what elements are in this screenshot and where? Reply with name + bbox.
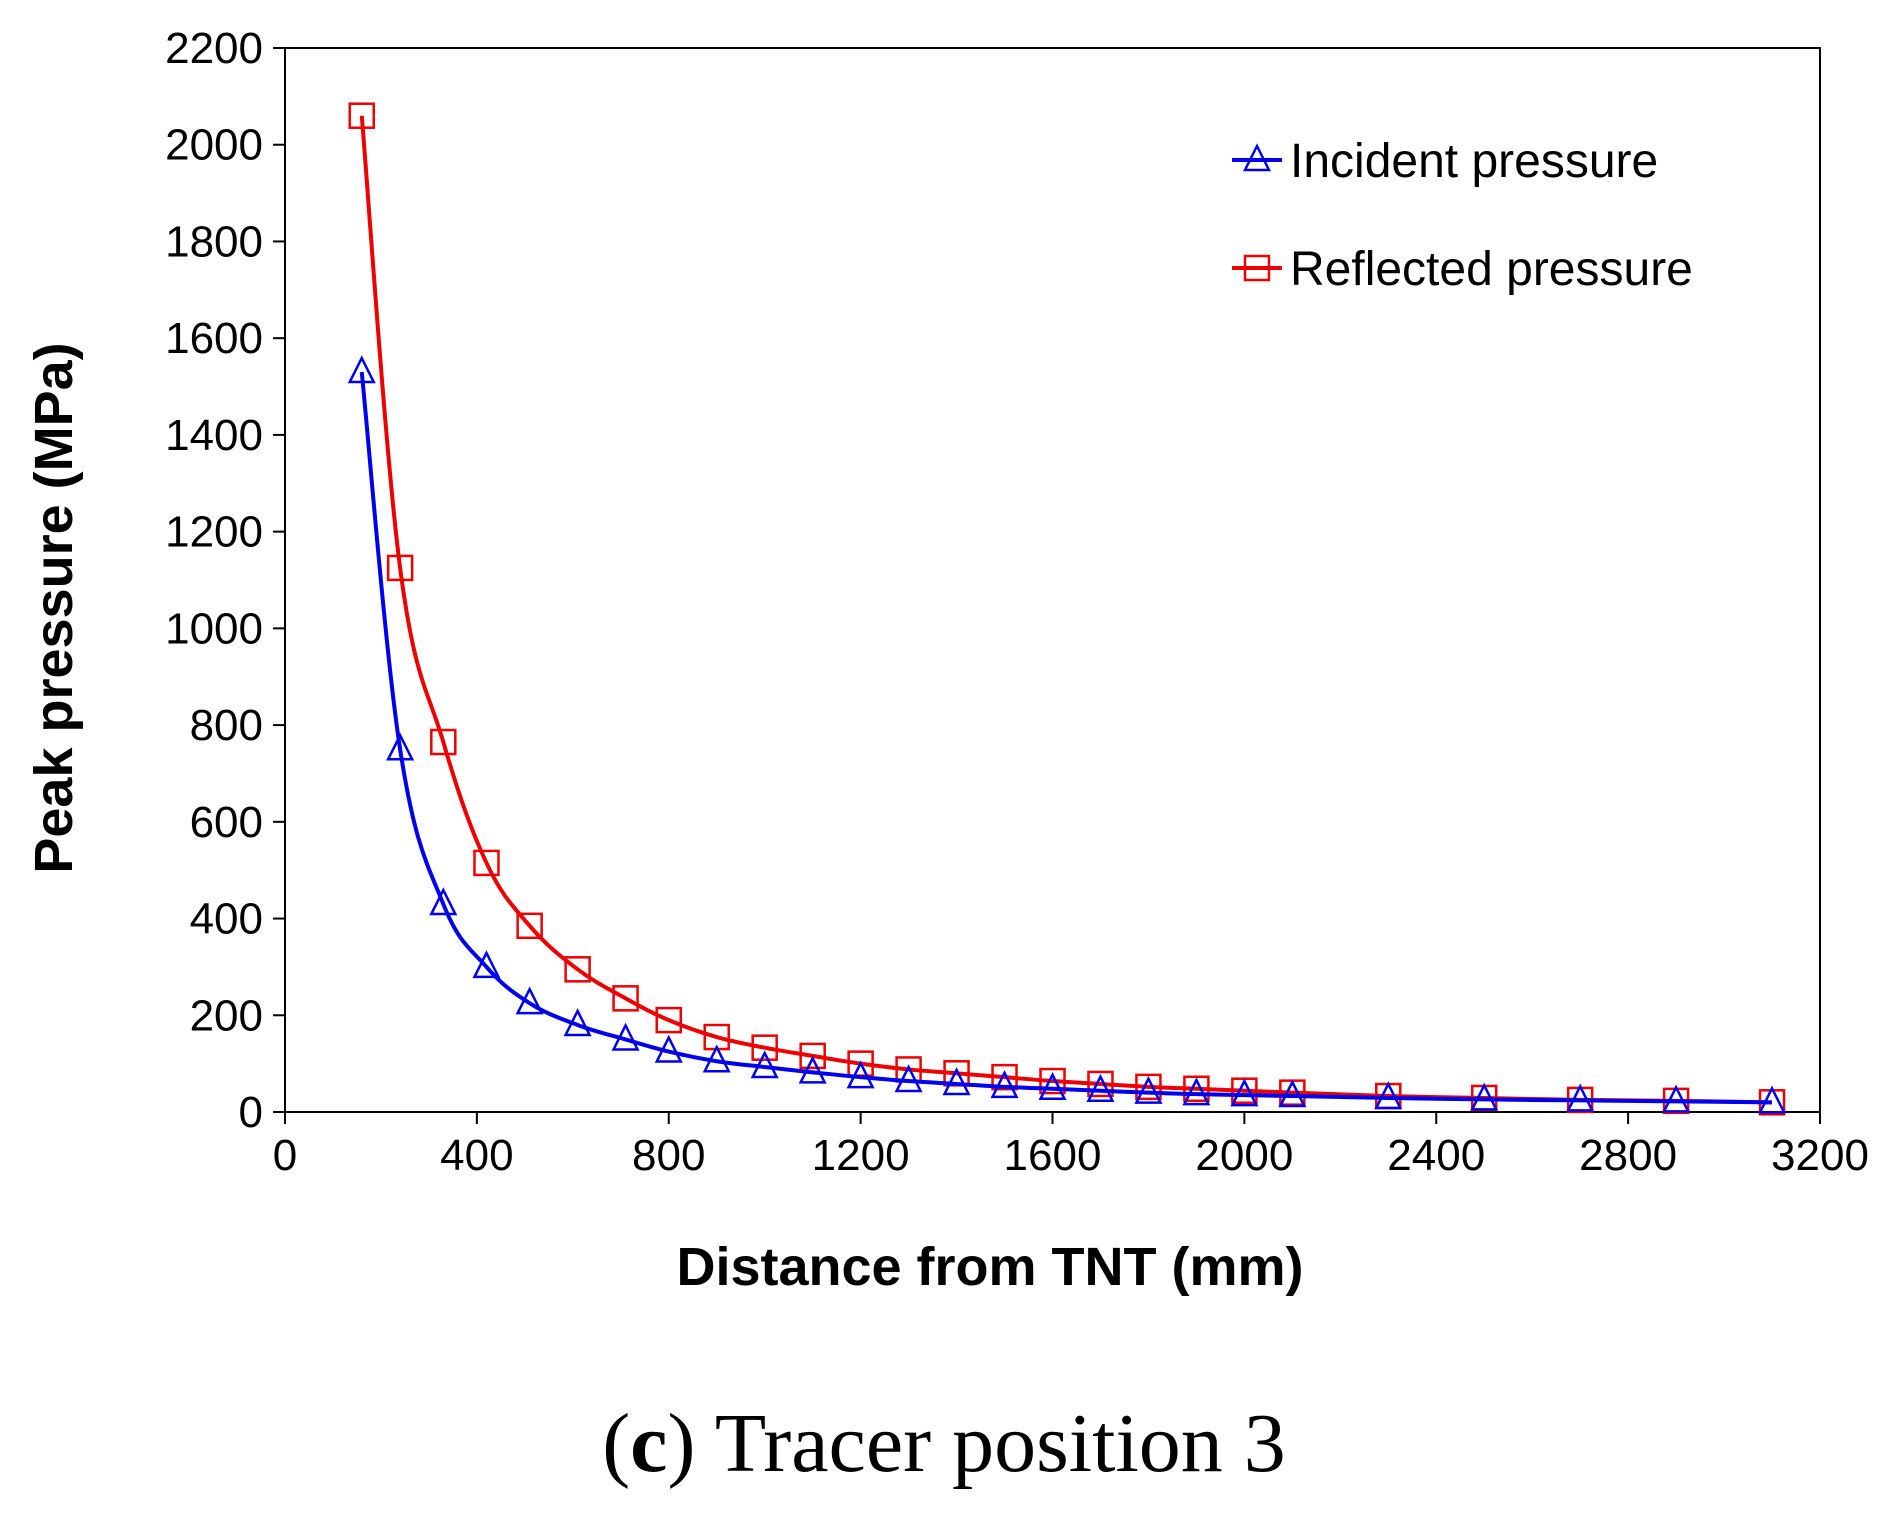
- x-tick-label: 2400: [1387, 1131, 1485, 1180]
- incident-pressure-point: [386, 732, 415, 761]
- incident-pressure-point: [347, 355, 376, 384]
- y-tick-label: 600: [190, 798, 263, 847]
- incident-pressure-point: [942, 1067, 971, 1096]
- incident-pressure-point: [1182, 1077, 1211, 1106]
- y-tick-label: 1200: [165, 508, 263, 557]
- reflected-pressure-point: [1087, 1070, 1114, 1098]
- x-tick-label: 1600: [1004, 1131, 1102, 1180]
- pressure-chart: 0 400 800 1200 1600 2000 2400 2800 3200 0 200 400 6…: [24, 24, 1869, 1297]
- plot-frame: [284, 47, 1821, 1113]
- incident-pressure-point: [472, 950, 501, 979]
- y-tick-label: 200: [190, 991, 263, 1040]
- incident-pressure-point: [1662, 1084, 1691, 1113]
- x-tick-label: 2800: [1579, 1131, 1677, 1180]
- y-tick-label: 400: [190, 895, 263, 944]
- plot-area: [284, 47, 1821, 1113]
- reflected-pressure-legend-marker: [1243, 254, 1271, 282]
- x-tick-label: 2000: [1195, 1131, 1293, 1180]
- incident-pressure-point: [798, 1055, 827, 1084]
- incident-pressure-point: [429, 887, 458, 916]
- caption-letter: c: [630, 1397, 668, 1490]
- incident-pressure-series: [347, 355, 1787, 1114]
- x-axis-title: Distance from TNT (mm): [676, 1237, 1303, 1297]
- y-tick-label: 2000: [165, 121, 263, 170]
- y-tick-label: 1000: [165, 604, 263, 653]
- incident-pressure-point: [702, 1044, 731, 1073]
- y-tick-label: 1800: [165, 217, 263, 266]
- y-tick-label: 1600: [165, 314, 263, 363]
- incident-pressure-point: [894, 1064, 923, 1093]
- y-axis-title: Peak pressure (MPa): [24, 342, 84, 873]
- reflected-pressure-point: [799, 1042, 826, 1070]
- reflected-pressure-legend-label: Reflected pressure: [1290, 243, 1693, 296]
- incident-pressure-point: [846, 1060, 875, 1089]
- incident-pressure-point: [515, 986, 544, 1015]
- x-tick-label: 3200: [1771, 1131, 1869, 1180]
- x-tick-label: 0: [273, 1131, 297, 1180]
- reflected-pressure-point: [1135, 1073, 1162, 1101]
- reflected-pressure-point: [430, 728, 457, 756]
- reflected-pressure-point: [386, 554, 414, 582]
- y-axis-ticks: 0 200 400 600 800 1000 1200 1400 1600 1800 2000 220…: [165, 24, 285, 1137]
- x-tick-label: 400: [440, 1131, 513, 1180]
- reflected-pressure-point: [1039, 1067, 1066, 1095]
- incident-pressure-point: [750, 1050, 779, 1079]
- incident-pressure-point: [654, 1034, 683, 1063]
- y-tick-label: 0: [239, 1088, 263, 1137]
- incident-pressure-point: [1470, 1082, 1499, 1111]
- incident-pressure-point: [611, 1022, 640, 1051]
- reflected-pressure-point: [655, 1006, 682, 1034]
- x-tick-label: 800: [632, 1131, 705, 1180]
- incident-pressure-point: [1134, 1075, 1163, 1104]
- incident-pressure-point: [1086, 1073, 1115, 1102]
- reflected-pressure-point: [612, 985, 639, 1012]
- incident-pressure-point: [1038, 1071, 1067, 1101]
- reflected-pressure-point: [564, 956, 591, 983]
- reflected-pressure-point: [516, 912, 543, 940]
- data-series: [347, 102, 1787, 1116]
- y-tick-label: 2200: [165, 24, 263, 73]
- incident-pressure-legend-marker: [1242, 143, 1272, 172]
- incident-pressure-point: [1758, 1085, 1787, 1114]
- y-tick-label: 1400: [165, 411, 263, 460]
- reflected-pressure-point: [473, 849, 500, 877]
- incident-pressure-point: [1278, 1079, 1307, 1108]
- legend: Incident pressure Reflected pressure: [1232, 135, 1693, 296]
- incident-pressure-point: [990, 1070, 1019, 1099]
- x-tick-label: 1200: [812, 1131, 910, 1180]
- caption-text: Tracer position 3: [695, 1397, 1286, 1490]
- reflected-pressure-point: [751, 1034, 778, 1061]
- incident-pressure-point: [1374, 1081, 1403, 1110]
- incident-pressure-line: [359, 371, 1773, 1105]
- incident-pressure-point: [563, 1008, 592, 1037]
- incident-pressure-legend-label: Incident pressure: [1290, 135, 1658, 188]
- x-axis-ticks: 0 400 800 1200 1600 2000 2400 2800 3200: [273, 1112, 1869, 1180]
- y-tick-label: 800: [190, 701, 263, 750]
- figure-caption: (c) Tracer position 3: [602, 1397, 1286, 1490]
- incident-pressure-point: [1230, 1078, 1259, 1107]
- reflected-pressure-point: [1183, 1075, 1210, 1103]
- incident-pressure-point: [1566, 1083, 1595, 1112]
- reflected-pressure-point: [348, 102, 375, 129]
- reflected-pressure-point: [991, 1063, 1018, 1091]
